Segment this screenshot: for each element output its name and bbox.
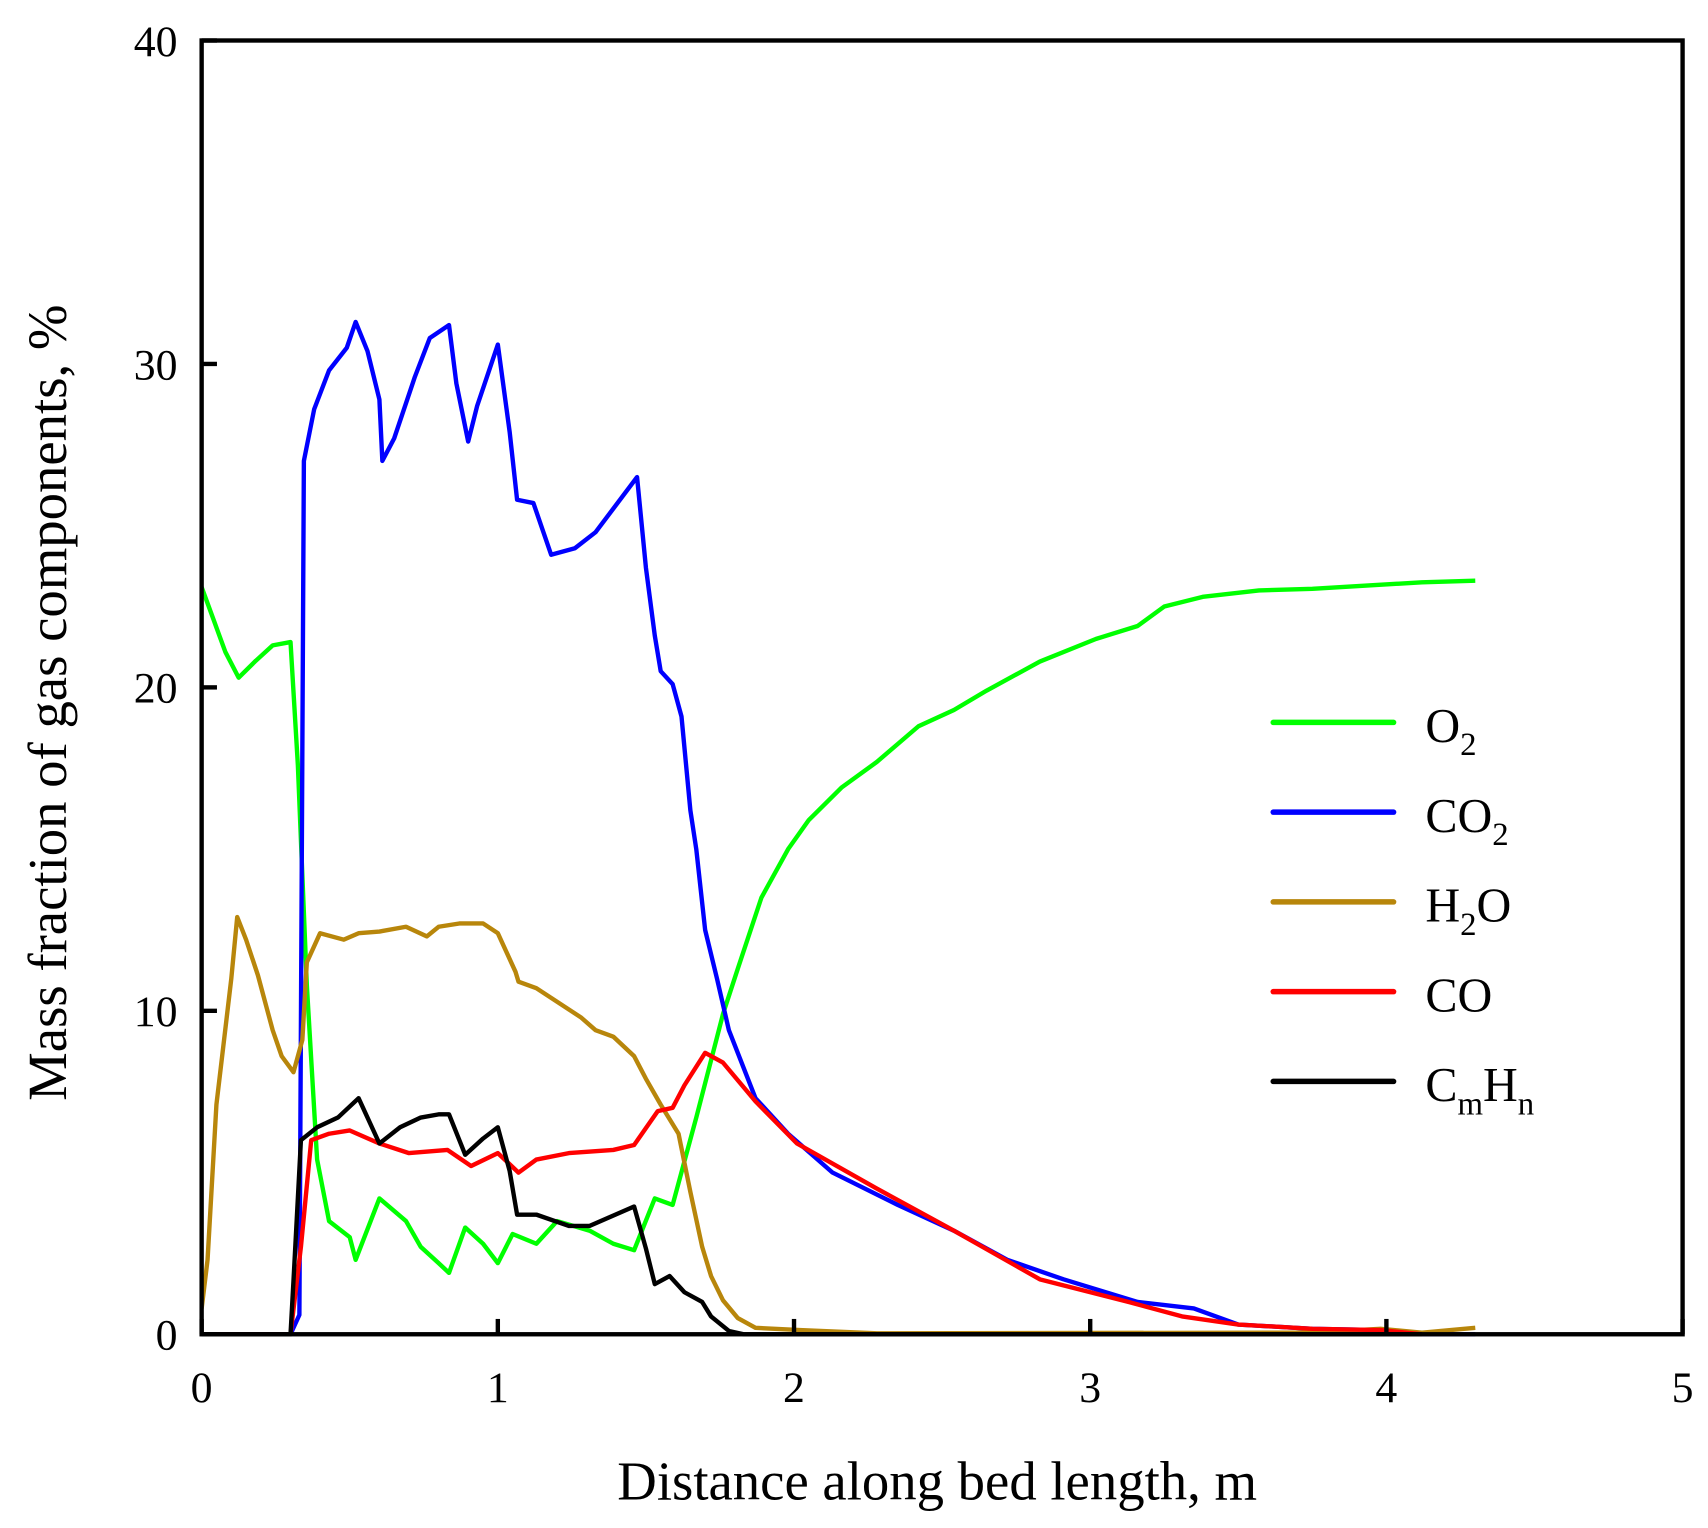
legend-subscript: 2 (1460, 907, 1476, 943)
x-tick-label: 3 (1079, 1364, 1101, 1412)
legend-text: O (1477, 880, 1512, 933)
legend-text: CO (1425, 969, 1492, 1022)
series-line-cmhn (201, 1095, 1422, 1337)
x-tick-label: 0 (191, 1364, 213, 1412)
series-layer (199, 319, 1476, 1337)
legend-text: O (1425, 700, 1460, 753)
y-tick-label: 10 (134, 988, 178, 1036)
series-line-o2 (199, 578, 1476, 1276)
x-tick-label: 1 (487, 1364, 509, 1412)
series-line-co (201, 1050, 1423, 1337)
y-tick-label: 0 (156, 1312, 178, 1360)
legend-subscript: 2 (1460, 727, 1476, 763)
x-axis-label: Distance along bed length, m (617, 1451, 1257, 1512)
legend-subscript: m (1457, 1086, 1483, 1122)
x-tick-label: 2 (783, 1364, 805, 1412)
y-tick-label: 30 (134, 341, 178, 389)
legend-label: CO (1425, 969, 1492, 1022)
legend-item-co2: CO2 (1270, 790, 1509, 853)
x-tick-label: 4 (1375, 1364, 1397, 1412)
legend-label: CO2 (1425, 790, 1508, 853)
legend-item-cmhn: CmHn (1270, 1059, 1534, 1122)
legend-label: H2O (1425, 880, 1511, 943)
series-line-co2 (201, 319, 1476, 1337)
series-line-h2o (199, 914, 1476, 1336)
legend-text: CO (1425, 790, 1492, 843)
legend-label: O2 (1425, 700, 1476, 763)
x-tick-label: 5 (1672, 1364, 1694, 1412)
legend-subscript: 2 (1492, 817, 1508, 853)
legend-item-co: CO (1270, 969, 1492, 1022)
legend-item-o2: O2 (1270, 700, 1477, 763)
legend-text: C (1425, 1059, 1457, 1112)
y-tick-label: 40 (134, 18, 178, 66)
legend-label: CmHn (1425, 1059, 1534, 1122)
legend-text: H (1425, 880, 1460, 933)
legend-text: H (1483, 1059, 1518, 1112)
y-axis-label: Mass fraction of gas components, % (17, 305, 78, 1101)
ticks-layer: 0 1 2 3 4 5 0 10 20 30 40 (134, 18, 1694, 1412)
plot-frame (199, 38, 1685, 1337)
legend-subscript: n (1518, 1086, 1534, 1122)
y-tick-label: 20 (134, 665, 178, 713)
legend-item-h2o: H2O (1270, 880, 1511, 943)
